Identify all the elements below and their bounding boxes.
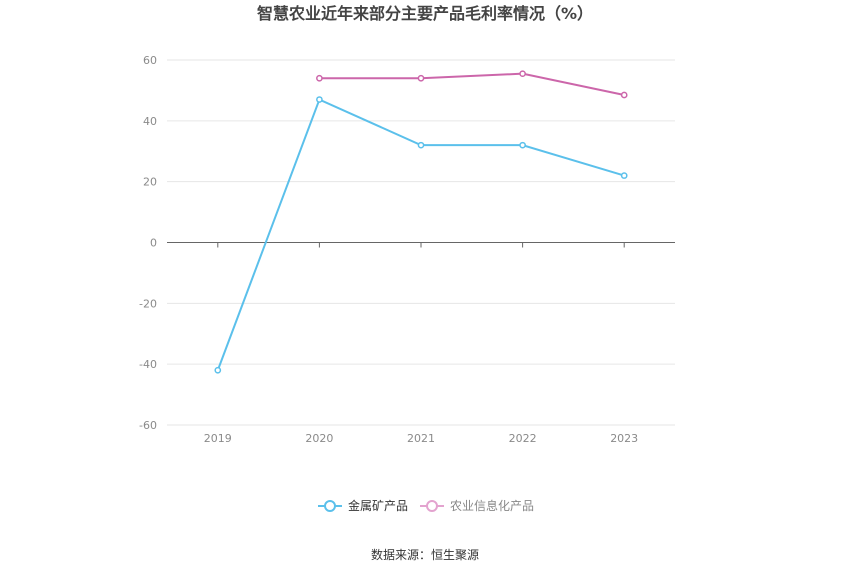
- legend-marker-icon: [426, 500, 438, 512]
- data-point[interactable]: [519, 141, 526, 149]
- legend-item[interactable]: 金属矿产品: [318, 498, 408, 513]
- legend-label: 农业信息化产品: [450, 498, 534, 513]
- series-layer: [214, 70, 628, 374]
- legend-label: 金属矿产品: [348, 498, 408, 513]
- y-tick-label: 20: [143, 176, 157, 189]
- chart-title: 智慧农业近年来部分主要产品毛利率情况（%）: [257, 4, 593, 23]
- data-source: 数据来源：恒生聚源: [371, 547, 479, 562]
- x-tick-label: 2022: [509, 432, 537, 445]
- grid-layer: [167, 59, 675, 426]
- legend-item[interactable]: 农业信息化产品: [420, 498, 534, 513]
- x-tick-label: 2019: [204, 432, 232, 445]
- y-tick-label: 40: [143, 115, 157, 128]
- data-point[interactable]: [620, 91, 628, 99]
- y-tick-label: 60: [143, 54, 157, 67]
- x-tick-label: 2020: [305, 432, 333, 445]
- data-point[interactable]: [620, 172, 628, 179]
- y-tick-label: 0: [150, 237, 157, 250]
- x-tick-label: 2023: [610, 432, 638, 445]
- axis-layer: 60 40 20 0 -20 -40 -60 2019 2020 2021 2022 2023: [139, 54, 675, 445]
- data-point[interactable]: [214, 366, 222, 374]
- y-tick-label: -20: [139, 297, 157, 310]
- data-point[interactable]: [316, 96, 323, 103]
- x-tick-label: 2021: [407, 432, 435, 445]
- data-point[interactable]: [417, 141, 425, 149]
- y-tick-label: -40: [139, 358, 157, 371]
- data-point[interactable]: [519, 70, 526, 78]
- series-line-1: [319, 72, 625, 96]
- data-point[interactable]: [417, 74, 425, 82]
- series-line-0: [216, 98, 625, 371]
- y-tick-label: -60: [139, 419, 157, 432]
- data-point[interactable]: [316, 74, 323, 82]
- legend-marker-icon: [324, 500, 336, 512]
- legend[interactable]: 金属矿产品 农业信息化产品: [318, 498, 534, 513]
